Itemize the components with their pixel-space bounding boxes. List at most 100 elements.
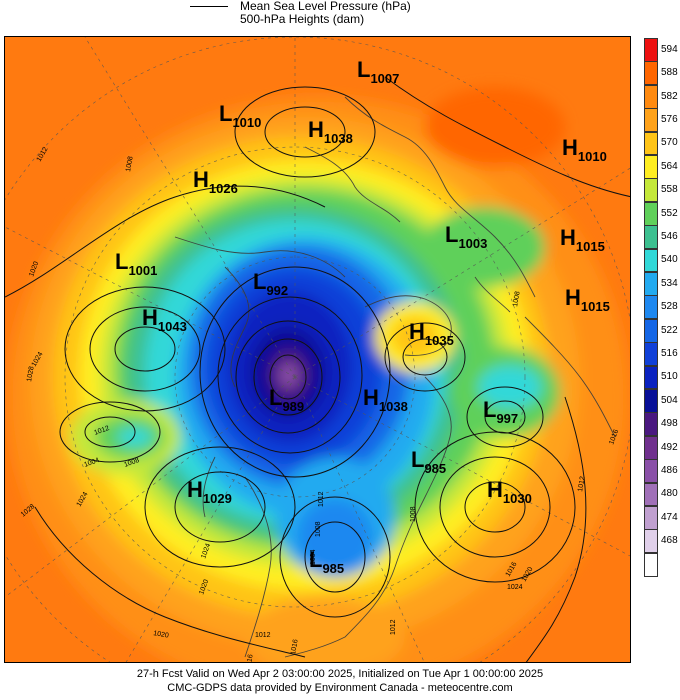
colorbar-swatch <box>644 412 658 437</box>
system-pressure-value: 989 <box>282 399 304 414</box>
colorbar-swatch <box>644 225 658 250</box>
system-pressure-value: 1015 <box>581 299 610 314</box>
isobar-value-label: 1008 <box>410 506 417 522</box>
colorbar-label: 528 <box>661 301 678 313</box>
colorbar-swatch <box>644 459 658 484</box>
colorbar-swatch <box>644 482 658 507</box>
colorbar-label: 594 <box>661 43 678 55</box>
system-letter: H <box>193 167 209 192</box>
colorbar-swatch <box>644 38 658 62</box>
high-pressure-marker: H1038 <box>363 385 408 414</box>
coastlines <box>174 96 616 658</box>
low-pressure-marker: L985 <box>309 547 344 576</box>
high-pressure-marker: H1043 <box>142 305 187 334</box>
low-pressure-marker: L997 <box>483 397 518 426</box>
colorbar-label: 486 <box>661 464 678 476</box>
colorbar-label: 552 <box>661 207 678 219</box>
graticule <box>5 37 630 662</box>
colorbar-swatch <box>644 506 658 530</box>
system-letter: L <box>483 397 496 422</box>
isobar-value-label: 1016 <box>608 429 620 446</box>
isobar-value-label: 1008 <box>123 457 140 469</box>
weather-map: 1012 1008 1020 1024 1028 1012 1004 1008 1024 1028… <box>4 36 631 663</box>
colorbar-label: 546 <box>661 230 678 242</box>
low-pressure-marker: L1007 <box>357 57 399 86</box>
system-letter: H <box>187 477 203 502</box>
isobar-value-label: 1012 <box>577 476 587 493</box>
low-pressure-marker: L1010 <box>219 101 261 130</box>
isobar-value-label: 1008 <box>512 291 522 308</box>
system-letter: L <box>269 385 282 410</box>
forecast-valid-text: 27-h Fcst Valid on Wed Apr 2 03:00:00 20… <box>136 668 544 680</box>
colorbar-label: 480 <box>661 488 678 500</box>
high-pressure-marker: H1035 <box>409 319 454 348</box>
colorbar-swatch <box>644 389 658 413</box>
system-pressure-value: 1035 <box>425 333 454 348</box>
high-pressure-marker: H1015 <box>560 225 605 254</box>
system-pressure-value: 997 <box>496 411 518 426</box>
colorbar-label: 492 <box>661 441 678 453</box>
system-letter: L <box>411 447 424 472</box>
height-shading <box>5 37 630 662</box>
isobar-value-label: 1008 <box>125 156 135 173</box>
system-letter: H <box>487 477 503 502</box>
system-letter: L <box>445 222 458 247</box>
colorbar-label: 516 <box>661 347 678 359</box>
isobar-value-label: 1020 <box>198 579 210 596</box>
colorbar-swatch <box>644 295 658 320</box>
colorbar-swatch <box>644 84 658 109</box>
isobar-value-label: 1008 <box>315 521 322 537</box>
colorbar-label: 582 <box>661 90 678 102</box>
legend-pressure-label: Mean Sea Level Pressure (hPa) <box>240 0 411 13</box>
colorbar-swatch <box>644 552 658 577</box>
colorbar-label: 522 <box>661 324 678 336</box>
system-pressure-value: 1007 <box>370 71 399 86</box>
system-pressure-value: 992 <box>266 283 288 298</box>
system-pressure-value: 1010 <box>232 115 261 130</box>
isobar-value-label: 1016 <box>290 639 300 656</box>
colorbar-label: 570 <box>661 137 678 149</box>
colorbar-swatch <box>644 61 658 86</box>
system-letter: H <box>363 385 379 410</box>
system-letter: L <box>253 269 266 294</box>
isobar-value-label: 1004 <box>310 549 317 565</box>
low-pressure-marker: L1001 <box>115 249 157 278</box>
map-footer: 27-h Fcst Valid on Wed Apr 2 03:00:00 20… <box>0 668 680 700</box>
system-letter: H <box>565 285 581 310</box>
high-pressure-marker: H1026 <box>193 167 238 196</box>
pressure-line-symbol <box>190 6 228 7</box>
system-letter: L <box>115 249 128 274</box>
system-letter: L <box>309 547 322 572</box>
system-pressure-value: 1029 <box>203 491 232 506</box>
colorbar-label: 534 <box>661 277 678 289</box>
high-pressure-marker: H1015 <box>565 285 610 314</box>
system-letter: H <box>560 225 576 250</box>
isobar-value-label: 1024 <box>507 584 523 591</box>
isobar-value-label: 1024 <box>200 543 212 560</box>
colorbar-swatch <box>644 201 658 226</box>
system-letter: H <box>308 117 324 142</box>
system-pressure-value: 1030 <box>503 491 532 506</box>
colorbar-label: 558 <box>661 184 678 196</box>
system-pressure-value: 1038 <box>324 131 353 146</box>
system-pressure-value: 1003 <box>458 236 487 251</box>
isobars <box>5 76 630 662</box>
colorbar-label: 468 <box>661 535 678 547</box>
high-pressure-marker: H1010 <box>562 135 607 164</box>
high-pressure-marker: H1030 <box>487 477 532 506</box>
colorbar-label: 576 <box>661 113 678 125</box>
system-pressure-value: 1001 <box>128 263 157 278</box>
colorbar-swatch <box>644 435 658 460</box>
system-pressure-value: 985 <box>322 561 344 576</box>
system-pressure-value: 1026 <box>209 181 238 196</box>
low-pressure-marker: L1003 <box>445 222 487 251</box>
system-pressure-value: 1010 <box>578 149 607 164</box>
isobar-value-label: 1004 <box>83 457 100 469</box>
low-pressure-marker: L992 <box>253 269 288 298</box>
colorbar-label: 588 <box>661 67 678 79</box>
system-letter: L <box>357 57 370 82</box>
isobar-value-label: 1012 <box>255 632 271 639</box>
isobar-value-label: 1028 <box>26 366 36 383</box>
